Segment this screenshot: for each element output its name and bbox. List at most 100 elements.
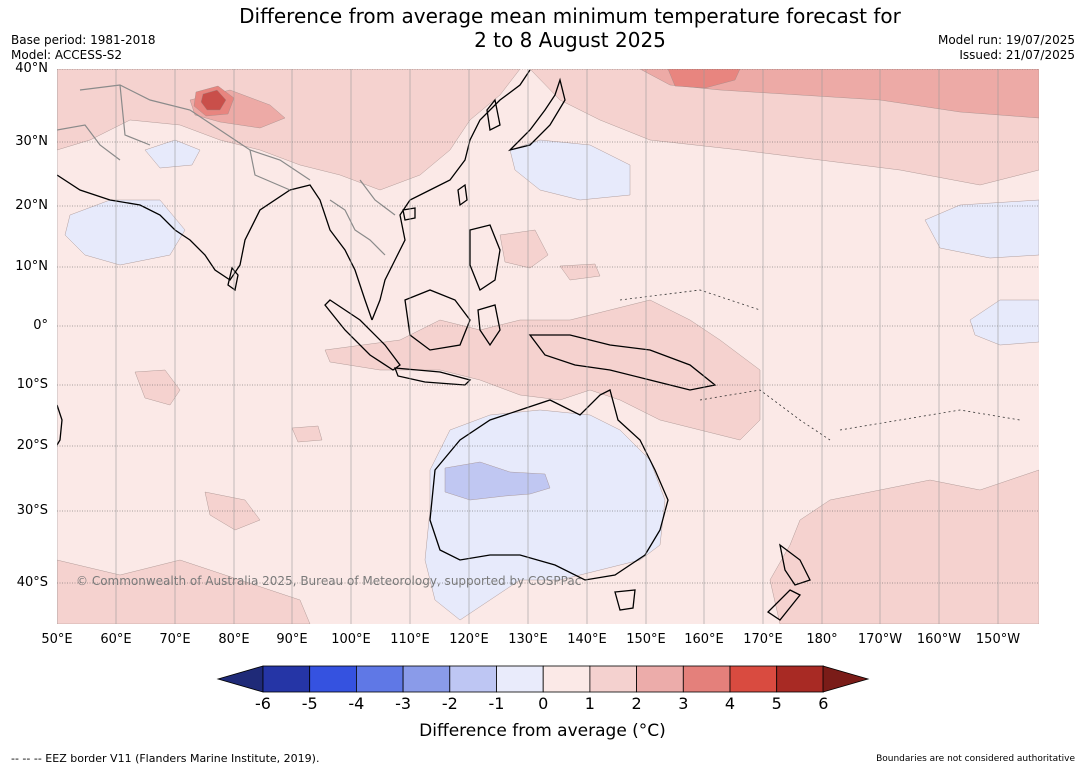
coast-sulawesi [477,304,501,347]
longitude-label: 100°E [331,632,371,647]
longitude-label: 160°E [684,632,724,647]
colorbar-title: Difference from average (°C) [419,721,666,741]
longitude-label: 80°E [218,632,250,647]
coast-australia [429,389,669,581]
coast-borneo [404,289,471,351]
colorbar-tick-label: 6 [818,694,829,713]
coast-new-guinea [528,334,717,391]
latitude-label: 40°N [15,61,48,76]
model-run: Model run: 19/07/2025 [937,33,1075,47]
coast-india [57,174,373,321]
title-line-1: Difference from average mean minimum tem… [239,4,901,28]
title-line-2: 2 to 8 August 2025 [474,28,666,52]
colorbar-cell [262,665,311,693]
cool-region-australia [424,409,666,621]
colorbar-cell [309,665,357,693]
colorbar-tick-label: 2 [631,694,642,713]
colorbar-cell [682,665,731,693]
cool-region-north-pacific-west [509,139,631,201]
colorbar-cell [589,665,638,693]
longitude-label: 130°E [508,632,548,647]
cool-region-north-pacific-east [924,199,1039,259]
colorbar-cell [636,665,684,693]
colorbar-cell [776,665,824,693]
colorbar-tick-label: 4 [724,694,736,713]
latitude-label: 10°S [16,377,48,392]
coast-new-zealand-south [766,589,802,621]
coast-tasmania [614,589,636,611]
base-period: Base period: 1981-2018 [11,33,156,47]
eez-borders [619,289,1021,441]
longitude-label: 140°E [567,632,607,647]
coast-japan [507,77,566,152]
cool-region-central-pacific [969,299,1039,346]
coast-taiwan [457,183,468,207]
boundaries-note: Boundaries are not considered authoritat… [876,754,1075,764]
colorbar-cell [402,665,451,693]
longitude-label: 50°E [41,632,73,647]
model-name: Model: ACCESS-S2 [11,48,123,62]
meta-right: Model run: 19/07/2025 Issued: 21/07/2025 [938,33,1075,63]
longitude-label: 170°E [743,632,783,647]
issued-date: Issued: 21/07/2025 [959,48,1075,62]
copyright-notice: © Commonwealth of Australia 2025, Bureau… [76,574,582,588]
warm-region-karakoram-peak [200,89,227,111]
coast-sumatra [324,299,401,371]
colorbar-tick-label: -4 [348,694,365,713]
warm-region-maritime-continent [324,299,761,441]
longitude-label: 150°E [626,632,666,647]
coast-madagascar [57,404,63,446]
latitude-label: 40°S [16,575,48,590]
latitude-label: 30°N [15,134,48,149]
eez-note: -- -- -- EEZ border V11 (Flanders Marine… [11,752,320,765]
coastlines [57,69,811,621]
warm-region-asia [57,69,521,191]
page-title: Difference from average mean minimum tem… [0,4,1085,52]
country-borders [57,84,396,256]
colorbar-cell [542,665,591,693]
latitude-label: 10°N [15,259,48,274]
longitude-label: 60°E [100,632,132,647]
longitude-label: 180° [806,632,838,647]
colorbar-cell [449,665,497,693]
colorbar-cell [729,665,778,693]
longitude-label: 90°E [276,632,308,647]
cool-region-central-australia [444,461,551,501]
coast-hainan [402,207,416,221]
coast-new-zealand-north [779,543,811,586]
warm-region-south-pacific [769,469,1039,624]
meta-left: Base period: 1981-2018 Model: ACCESS-S2 [11,33,156,63]
cool-region-arabian-sea [64,199,186,266]
coast-indochina [371,69,531,321]
colorbar-tick-label: -2 [441,694,458,713]
warm-region-south-china-sea [559,263,601,281]
cool-region-india [144,139,201,169]
colorbar-high-extend [822,665,870,693]
colorbar [216,665,870,693]
latitude-label: 0° [33,318,48,333]
colorbar-tick-label: -1 [488,694,505,713]
coast-philippines [469,224,501,291]
latitude-label: 20°N [15,198,48,213]
map-layer [57,69,1039,624]
colorbar-cell [496,665,544,693]
longitude-label: 70°E [159,632,191,647]
colorbar-tick-label: 1 [584,694,595,713]
longitude-label: 160°W [916,632,962,647]
colorbar-tick-label: -3 [395,694,412,713]
coast-sri-lanka [227,266,239,292]
colorbar-tick-label: -5 [301,694,318,713]
colorbar-tick-label: 3 [678,694,689,713]
warm-region-indian-ocean-mid [291,425,323,443]
longitude-label: 170°W [857,632,903,647]
colorbar-cell [355,665,404,693]
colorbar-tick-label: -6 [255,694,271,713]
longitude-label: 150°W [975,632,1021,647]
latitude-label: 30°S [16,503,48,518]
graticule [57,69,1039,624]
longitude-label: 120°E [449,632,489,647]
coast-korea [486,98,501,131]
longitude-label: 110°E [390,632,430,647]
colorbar-tick-label: 5 [771,694,782,713]
